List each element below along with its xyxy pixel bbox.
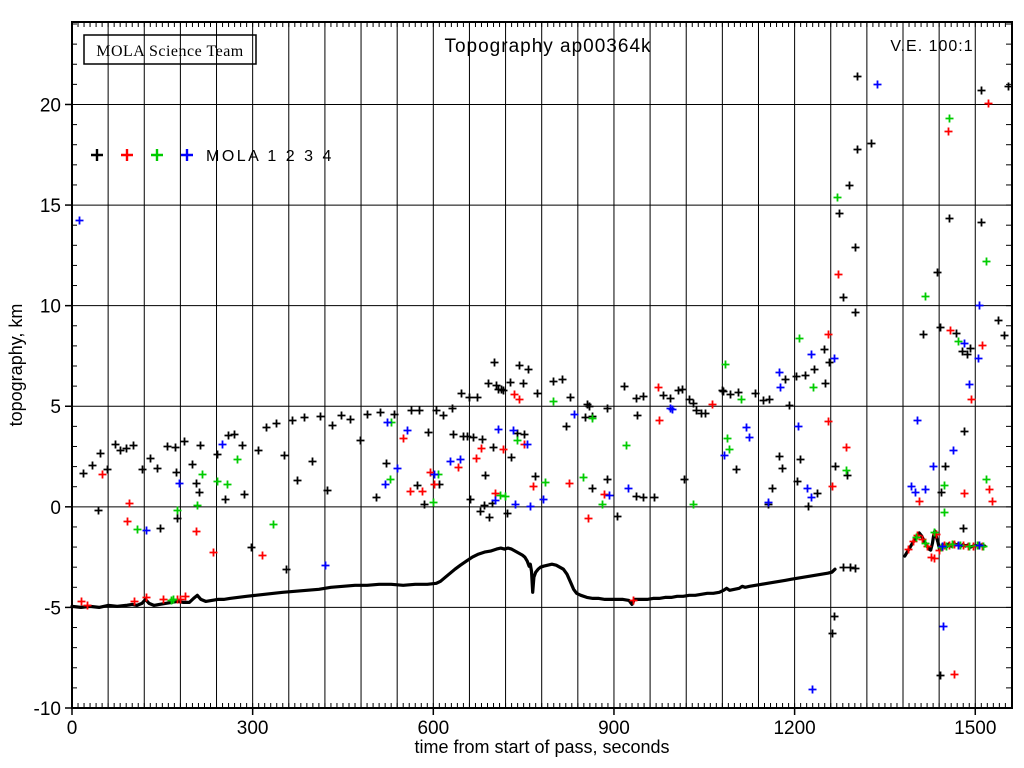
x-tick-label: 0 <box>67 718 78 739</box>
y-tick-label: 10 <box>40 297 61 318</box>
legend-plus-icon <box>91 149 103 161</box>
legend-plus-icon <box>181 149 193 161</box>
y-tick-label: -10 <box>34 699 61 720</box>
ground-track-segment <box>70 546 837 610</box>
credit-label: MOLA Science Team <box>96 43 244 60</box>
plot-frame <box>71 21 1013 709</box>
tick-layer <box>65 22 1012 715</box>
x-tick-label: 1500 <box>954 718 996 739</box>
legend: MOLA 1 2 3 4 <box>91 148 334 165</box>
chart-generated-overlay: 0 300 600 900 1200 1500 -10 -5 0 5 10 15 20 <box>34 72 1013 739</box>
chart-generated-underlay <box>65 22 1012 715</box>
x-tick-label: 1200 <box>773 718 815 739</box>
x-tick-label: 600 <box>417 718 449 739</box>
vertical-exaggeration-label: V.E. 100:1 <box>890 38 973 55</box>
scatter-series-mola-1 <box>79 72 1013 680</box>
y-tick-label: 0 <box>50 498 61 519</box>
x-tick-label: 300 <box>237 718 269 739</box>
legend-plus-icon <box>151 149 163 161</box>
y-tick-label: 15 <box>40 196 61 217</box>
tick-label-layer: 0 300 600 900 1200 1500 -10 -5 0 5 10 15 20 <box>34 95 997 739</box>
y-tick-label: 20 <box>40 95 61 116</box>
grid-layer <box>72 22 1012 708</box>
legend-label: MOLA 1 2 3 4 <box>206 148 334 165</box>
scatter-series-mola-2 <box>77 99 997 679</box>
scatter-series-mola-3 <box>133 114 991 605</box>
y-tick-label: 5 <box>50 397 61 418</box>
x-axis-title: time from start of pass, seconds <box>414 737 669 757</box>
ground-track <box>70 529 987 610</box>
y-axis-title: topography, km <box>6 304 26 427</box>
scatter-series-mola-4 <box>75 80 984 694</box>
y-tick-label: -5 <box>44 598 61 619</box>
credit-box <box>83 34 257 65</box>
legend-plus-icons <box>91 149 193 161</box>
legend-plus-icon <box>121 149 133 161</box>
x-tick-label: 900 <box>598 718 630 739</box>
page-title: Topography ap00364k <box>444 36 651 57</box>
